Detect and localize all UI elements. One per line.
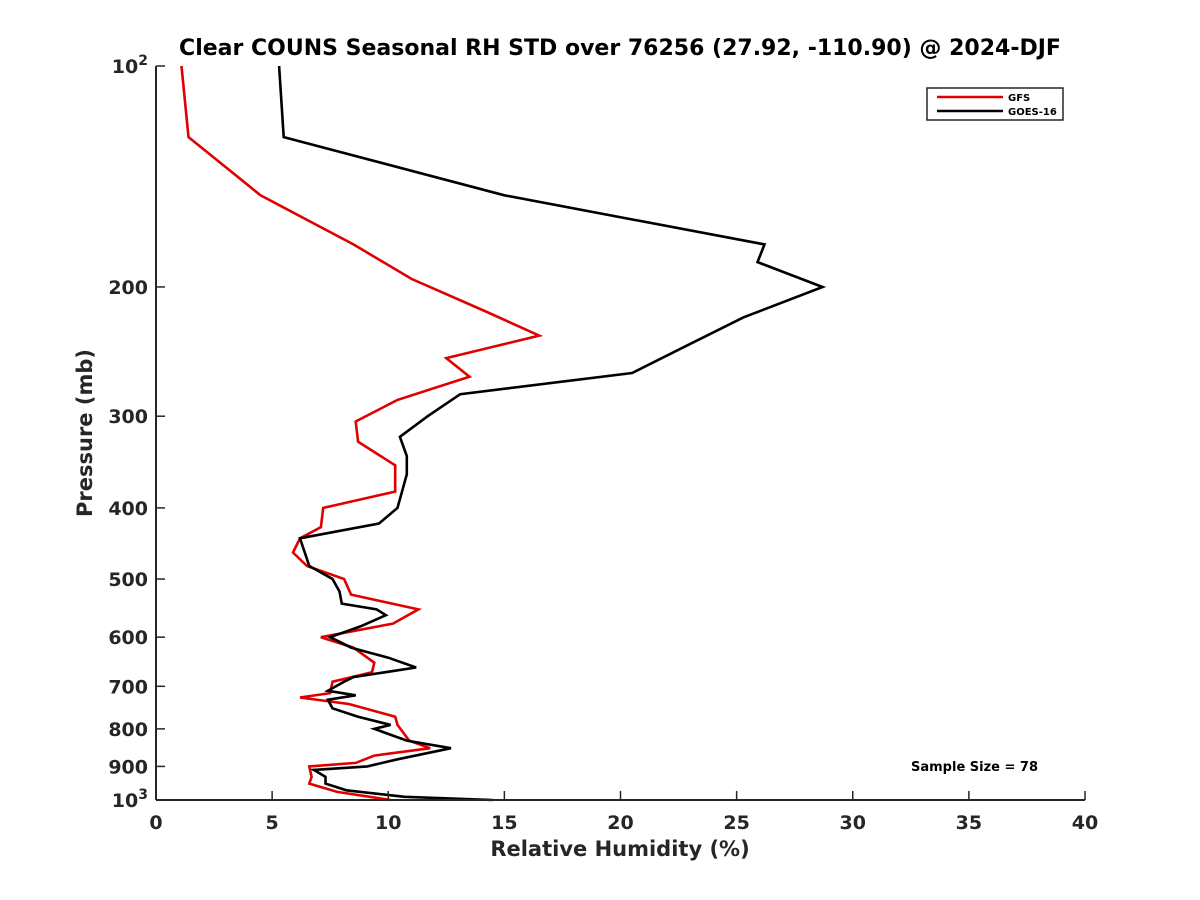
- y-tick-label: 102: [112, 53, 148, 78]
- series-line-goes16: [277, 65, 827, 802]
- x-tick-label: 5: [266, 812, 279, 834]
- y-tick-label: 700: [108, 676, 148, 698]
- y-tick-label: 200: [108, 277, 148, 299]
- x-tick-label: 15: [491, 812, 517, 834]
- y-tick-label: 600: [108, 627, 148, 649]
- x-axis-ticks: 0 5 10 15 20 25 30 35 40: [149, 791, 1098, 834]
- x-tick-label: 40: [1072, 812, 1098, 834]
- x-tick-label: 20: [607, 812, 633, 834]
- y-tick-label: 500: [108, 569, 148, 591]
- sample-size-annotation: Sample Size = 78: [911, 760, 1038, 775]
- x-tick-label: 25: [723, 812, 749, 834]
- legend-box: [926, 87, 1064, 121]
- x-tick-label: 35: [956, 812, 982, 834]
- x-tick-label: 10: [375, 812, 401, 834]
- series-line-gfs: [180, 65, 544, 802]
- y-tick-label: 900: [108, 756, 148, 778]
- y-tick-label: 800: [108, 719, 148, 741]
- x-axis-label: Relative Humidity (%): [490, 837, 749, 861]
- legend-label-goes16: GOES-16: [1008, 107, 1057, 118]
- y-tick-label: 103: [112, 787, 148, 812]
- y-tick-label: 300: [108, 406, 148, 428]
- chart-title: Clear COUNS Seasonal RH STD over 76256 (…: [179, 36, 1061, 61]
- x-tick-label: 0: [149, 812, 162, 834]
- y-axis-ticks: 102 200 300 400 500 600 700 800 900 103: [108, 53, 165, 812]
- legend-label-gfs: GFS: [1008, 93, 1030, 104]
- legend: GFS GOES-16: [926, 87, 1064, 121]
- y-axis-label: Pressure (mb): [73, 349, 97, 517]
- x-tick-label: 30: [840, 812, 866, 834]
- y-tick-label: 400: [108, 498, 148, 520]
- series-layer: [180, 65, 827, 802]
